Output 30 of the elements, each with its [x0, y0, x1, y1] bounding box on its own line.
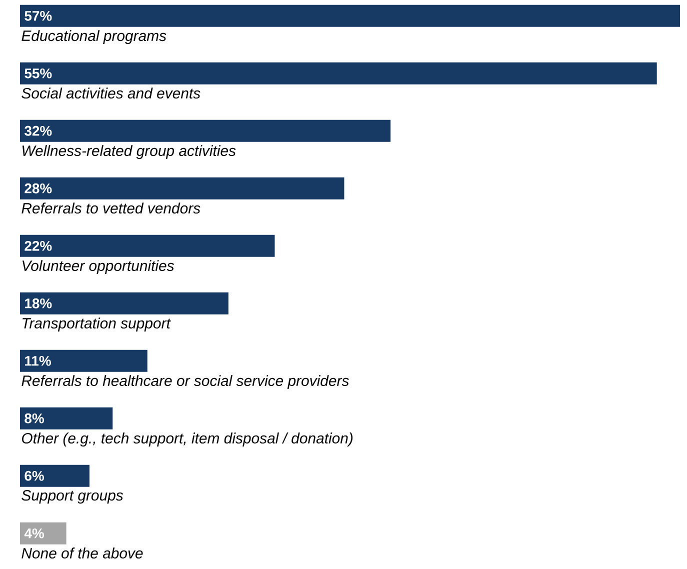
y-tick-label: Volunteer opportunities [22, 260, 174, 274]
data-label: 55% [24, 68, 52, 78]
bar [20, 4, 680, 27]
y-tick-label: Social activities and events [22, 88, 200, 99]
y-tick-label: Other (e.g., tech support, item disposal / donation) [22, 432, 353, 446]
y-tick-label: Support groups [22, 490, 124, 504]
data-label: 18% [25, 298, 52, 308]
bar [20, 120, 391, 142]
data-label: 57% [24, 10, 52, 21]
bar [20, 407, 113, 430]
bar [20, 522, 66, 544]
data-label: 32% [24, 126, 52, 136]
data-label: 22% [24, 240, 52, 251]
bar [20, 177, 344, 200]
bar [20, 234, 275, 257]
data-label: 6% [24, 470, 44, 481]
bar [20, 464, 90, 487]
data-label: 4% [24, 528, 44, 538]
y-tick-label: Referrals to healthcare or social service providers [22, 375, 349, 389]
bar [20, 62, 657, 84]
y-tick-label: Transportation support [22, 318, 171, 332]
y-tick-label: Referrals to vetted vendors [22, 202, 200, 214]
data-label: 28% [24, 183, 52, 194]
bar [20, 350, 148, 372]
data-label: 11% [25, 356, 51, 366]
data-label: 8% [24, 413, 44, 424]
y-tick-label: Wellness-related group activities [22, 145, 236, 160]
bar [20, 292, 228, 314]
y-tick-label: None of the above [22, 548, 143, 559]
y-tick-label: Educational programs [22, 30, 166, 44]
